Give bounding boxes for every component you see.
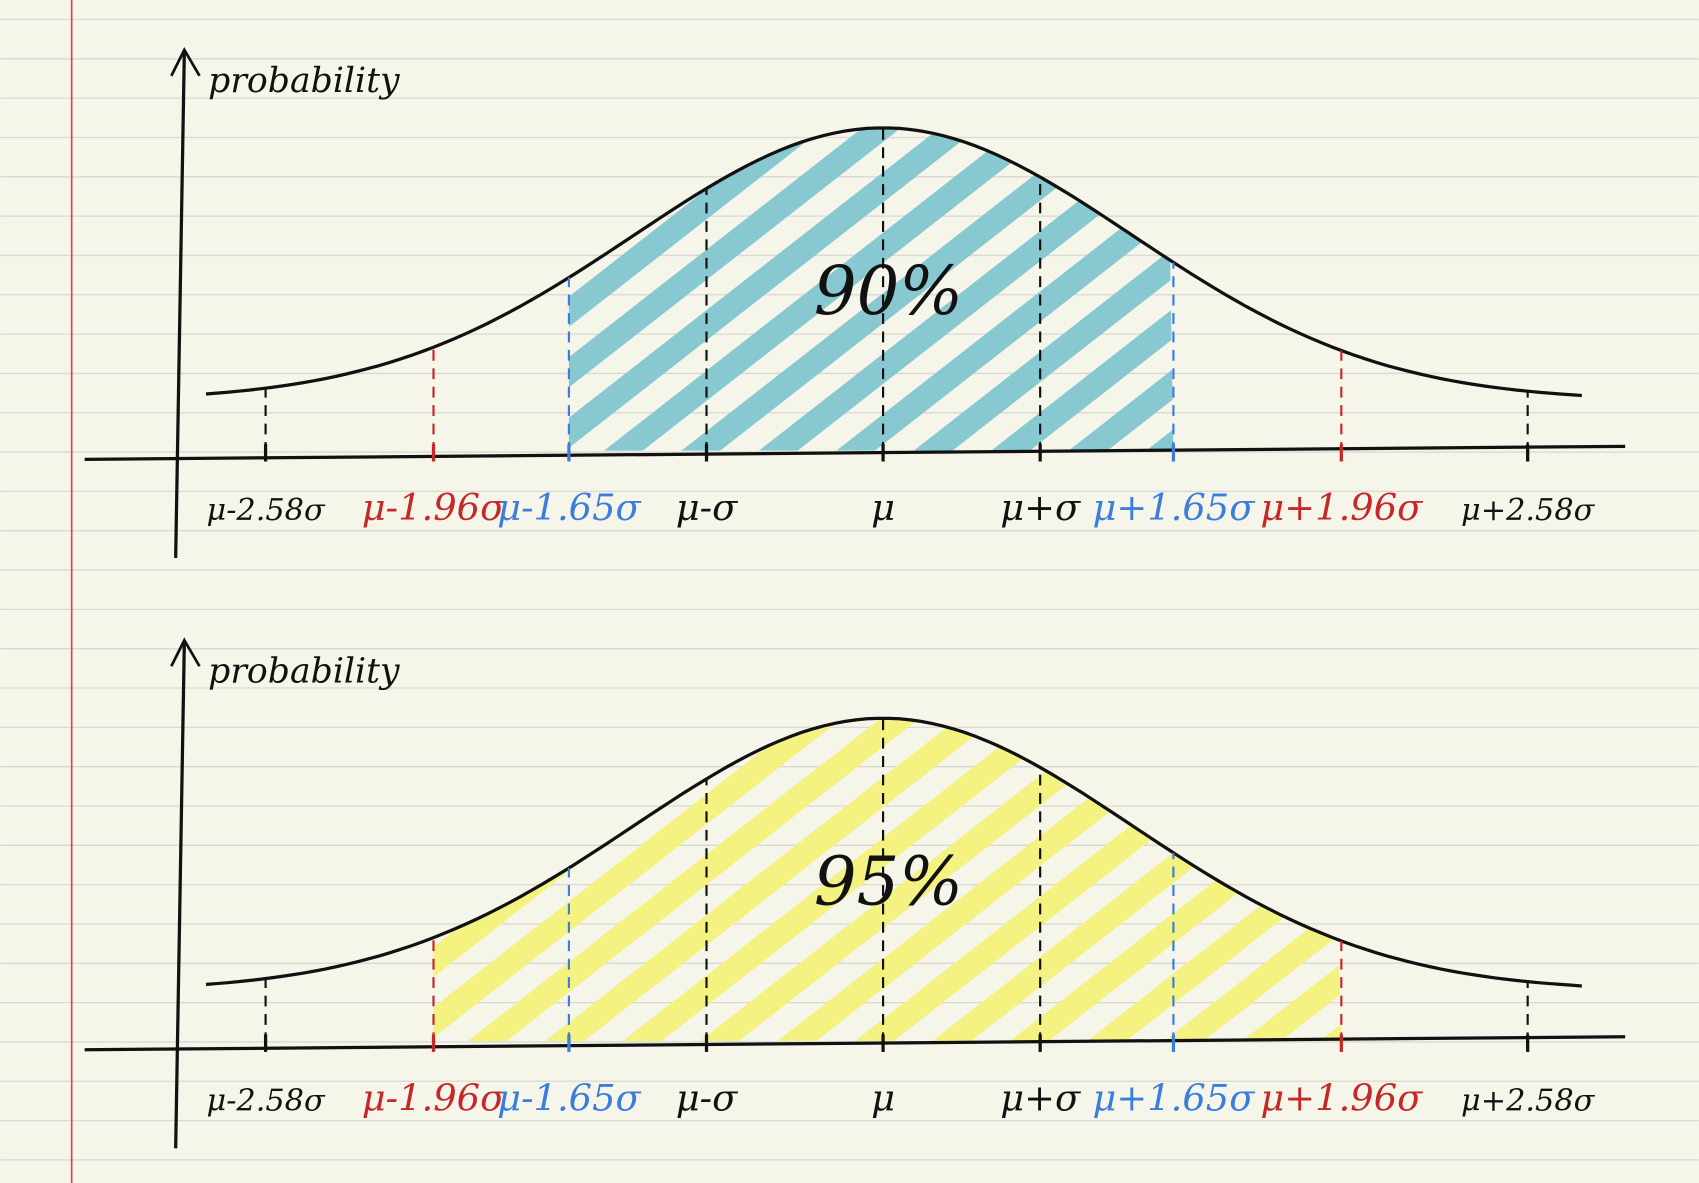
- y-axis-label: probability: [208, 651, 400, 691]
- x-tick-label: μ-2.58σ: [206, 493, 325, 528]
- x-tick-label: μ+σ: [1000, 1076, 1081, 1119]
- x-tick-label: μ+σ: [1000, 486, 1081, 529]
- y-axis-label: probability: [208, 61, 400, 101]
- x-axis: [84, 444, 1626, 461]
- x-tick-label: μ-1.96σ: [362, 1076, 506, 1119]
- shaded-area: [433, 718, 1342, 1042]
- x-tick-label: μ+2.58σ: [1461, 493, 1596, 528]
- normal-curve: [205, 126, 1582, 398]
- y-axis-arrow: [170, 637, 201, 667]
- x-tick-label: μ-2.58σ: [206, 1083, 325, 1118]
- x-tick-label: μ+2.58σ: [1461, 1083, 1596, 1118]
- y-axis-arrow: [170, 46, 201, 77]
- x-axis: [84, 1035, 1626, 1052]
- x-tick-label: μ-σ: [676, 1076, 738, 1119]
- x-tick-label: μ: [871, 1076, 895, 1119]
- x-tick-label: μ+1.96σ: [1260, 486, 1423, 529]
- x-tick-label: μ+1.96σ: [1260, 1076, 1423, 1119]
- x-tick-label: μ-1.96σ: [362, 486, 506, 529]
- x-tick-label: μ+1.65σ: [1092, 486, 1255, 529]
- area-label: 95%: [814, 843, 963, 921]
- normal-curve: [205, 716, 1582, 988]
- x-tick-label: μ+1.65σ: [1092, 1076, 1255, 1119]
- x-tick-label: μ: [871, 486, 895, 529]
- x-tick-label: μ-1.65σ: [497, 1076, 641, 1119]
- x-tick-label: μ-σ: [676, 486, 738, 529]
- y-axis: [174, 642, 186, 1149]
- x-tick-label: μ-1.65σ: [497, 486, 641, 529]
- shaded-area: [568, 127, 1174, 451]
- y-axis: [174, 51, 186, 558]
- area-label: 90%: [814, 252, 963, 330]
